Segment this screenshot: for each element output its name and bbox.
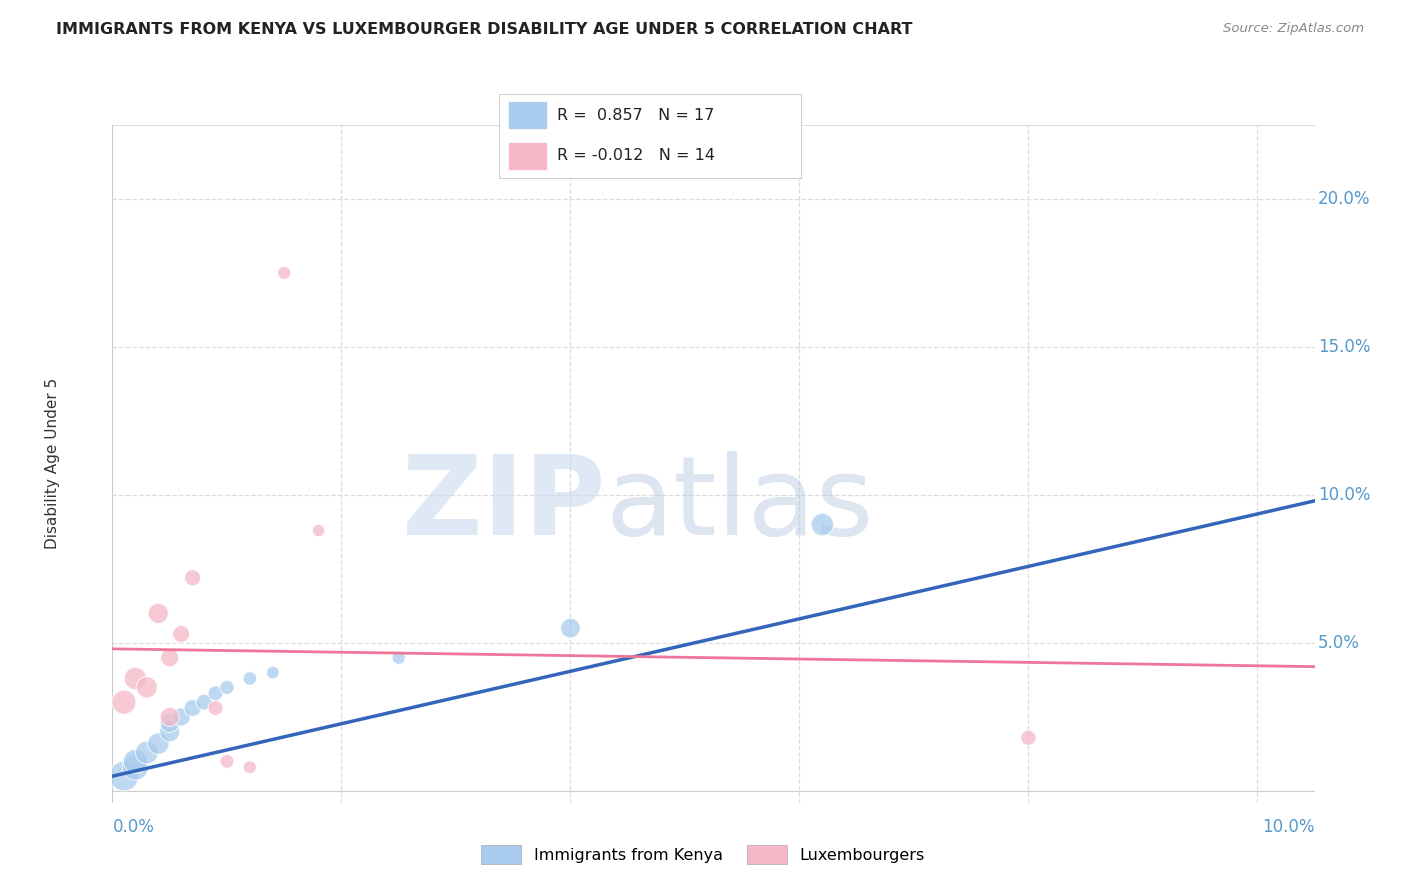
Bar — [508, 142, 547, 169]
Point — [159, 710, 181, 724]
Point — [112, 695, 135, 709]
Point — [1017, 731, 1039, 745]
Text: atlas: atlas — [606, 451, 875, 558]
Point — [193, 695, 215, 709]
Point — [170, 627, 193, 641]
Point — [159, 715, 181, 730]
Point — [388, 650, 411, 665]
Point — [273, 266, 295, 280]
Point — [148, 607, 170, 621]
Point — [148, 737, 170, 751]
Text: Disability Age Under 5: Disability Age Under 5 — [45, 378, 60, 549]
Point — [135, 681, 157, 695]
Point — [215, 681, 238, 695]
Text: 0.0%: 0.0% — [112, 818, 155, 836]
Point — [204, 701, 226, 715]
Point — [124, 672, 146, 686]
Point — [181, 701, 204, 715]
Point — [215, 755, 238, 769]
Point — [124, 760, 146, 774]
Point — [112, 769, 135, 783]
Point — [170, 710, 193, 724]
Point — [124, 755, 146, 769]
Text: Source: ZipAtlas.com: Source: ZipAtlas.com — [1223, 22, 1364, 36]
Point — [239, 760, 262, 774]
Point — [811, 517, 834, 532]
Text: IMMIGRANTS FROM KENYA VS LUXEMBOURGER DISABILITY AGE UNDER 5 CORRELATION CHART: IMMIGRANTS FROM KENYA VS LUXEMBOURGER DI… — [56, 22, 912, 37]
Point — [262, 665, 284, 680]
Point — [135, 746, 157, 760]
Point — [560, 621, 582, 635]
Bar — [508, 102, 547, 129]
Text: R =  0.857   N = 17: R = 0.857 N = 17 — [557, 108, 714, 123]
Text: 10.0%: 10.0% — [1263, 818, 1315, 836]
Legend: Immigrants from Kenya, Luxembourgers: Immigrants from Kenya, Luxembourgers — [475, 838, 931, 871]
Text: 20.0%: 20.0% — [1319, 190, 1371, 208]
Point — [159, 650, 181, 665]
Text: 5.0%: 5.0% — [1319, 634, 1360, 652]
Text: 15.0%: 15.0% — [1319, 338, 1371, 356]
Point — [239, 672, 262, 686]
Point — [159, 724, 181, 739]
Point — [308, 524, 330, 538]
Text: ZIP: ZIP — [402, 451, 606, 558]
Text: R = -0.012   N = 14: R = -0.012 N = 14 — [557, 148, 714, 163]
Point — [204, 686, 226, 700]
Point — [181, 571, 204, 585]
Text: 10.0%: 10.0% — [1319, 486, 1371, 504]
